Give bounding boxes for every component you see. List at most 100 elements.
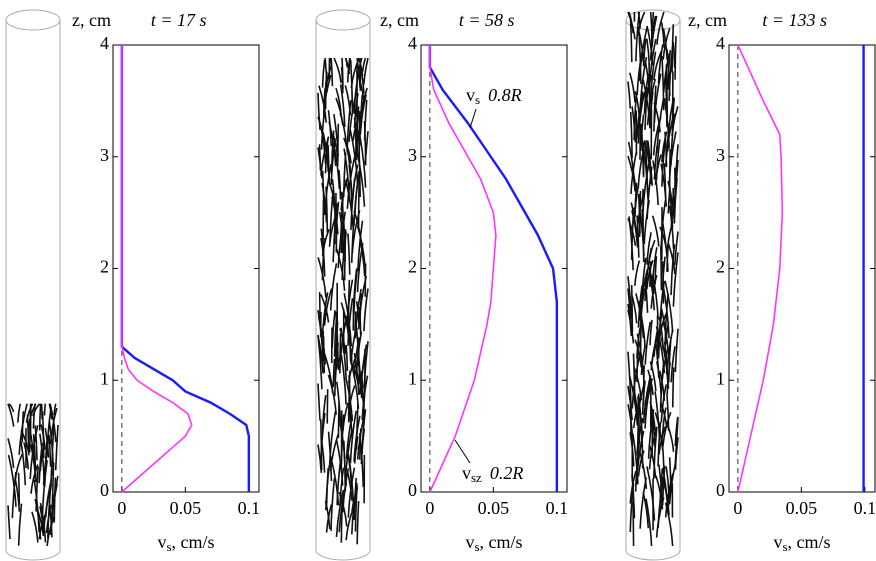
cylinder-top [5, 9, 61, 31]
hair [328, 411, 337, 465]
hair [359, 428, 362, 460]
hair [639, 288, 646, 333]
y-tick-label: 0 [716, 480, 725, 500]
hair [660, 337, 670, 389]
hair [653, 73, 662, 123]
hair [336, 123, 340, 166]
hair [656, 11, 665, 45]
x-tick-label: 0 [425, 498, 434, 518]
hair [638, 450, 648, 489]
hair [649, 445, 657, 478]
hair [651, 247, 658, 287]
hair [634, 339, 643, 368]
annotation-text: 0.2R [490, 463, 524, 483]
hair [329, 433, 340, 471]
annotation-leader [469, 108, 477, 129]
hair [320, 136, 330, 176]
hair [666, 244, 670, 272]
hair [323, 288, 333, 326]
hair [332, 358, 336, 387]
cylinder-bottom [5, 549, 61, 561]
hair [627, 141, 636, 192]
y-tick-label: 2 [100, 257, 109, 277]
x-axis-label: vs, cm/s [157, 532, 214, 554]
hair [353, 117, 358, 161]
hair [29, 425, 39, 480]
annotation-leader [454, 439, 471, 464]
hairs [627, 11, 679, 547]
hair [53, 477, 57, 523]
hair [34, 425, 38, 461]
hair [351, 363, 360, 390]
hair [662, 411, 672, 447]
hair [631, 106, 637, 143]
y-axis-label: z, cm [72, 10, 111, 30]
hair [643, 200, 651, 245]
hair [661, 131, 668, 163]
cylinder-bottom [315, 549, 371, 561]
hair [666, 393, 670, 431]
cylinder [315, 9, 371, 561]
x-tick-label: 0.1 [546, 498, 569, 518]
hair [25, 403, 34, 423]
hair [636, 215, 640, 258]
hair [14, 477, 21, 512]
hair [649, 261, 652, 287]
hair [330, 478, 336, 532]
hair [352, 268, 358, 313]
hair [33, 479, 40, 533]
hair [348, 326, 352, 361]
hair [357, 220, 364, 272]
hair [650, 411, 656, 448]
hair [632, 501, 635, 547]
hair [649, 401, 656, 431]
hair [641, 380, 646, 415]
hair [646, 259, 654, 290]
hair [321, 229, 330, 257]
hair [17, 503, 23, 546]
hair [637, 393, 643, 446]
hair [361, 57, 367, 72]
hair [639, 124, 642, 160]
hair [317, 116, 327, 150]
y-tick-label: 3 [100, 145, 109, 165]
hair [661, 140, 667, 187]
hair [671, 106, 679, 137]
hair [672, 41, 676, 68]
hair [634, 182, 638, 217]
hair [323, 74, 332, 113]
hair [335, 203, 338, 253]
hair [317, 334, 323, 390]
hair [53, 403, 57, 416]
y-tick-label: 0 [100, 480, 109, 500]
y-tick-label: 4 [100, 33, 109, 53]
hair [344, 179, 355, 231]
annotation-sub: s [475, 92, 480, 107]
hair [673, 144, 679, 189]
hair [653, 102, 661, 133]
hair [661, 261, 665, 304]
hair [359, 239, 366, 277]
hair [360, 371, 364, 401]
hair [331, 310, 336, 348]
x-axis-label: vs, cm/s [465, 532, 522, 554]
hair [46, 516, 55, 547]
hair [345, 57, 348, 68]
x-tick-label: 0.1 [238, 498, 261, 518]
hair [329, 190, 334, 242]
hair [660, 384, 667, 423]
hair [645, 498, 653, 547]
hair [42, 483, 53, 535]
hair [637, 285, 643, 328]
hair [661, 467, 668, 502]
hair [351, 482, 358, 535]
hair [342, 468, 350, 513]
series-line [429, 45, 497, 493]
hair [353, 180, 359, 227]
hair [362, 57, 369, 85]
hair [333, 342, 339, 397]
hairs [7, 403, 59, 547]
hair [347, 233, 351, 275]
hair [351, 164, 359, 201]
hair [642, 144, 649, 200]
